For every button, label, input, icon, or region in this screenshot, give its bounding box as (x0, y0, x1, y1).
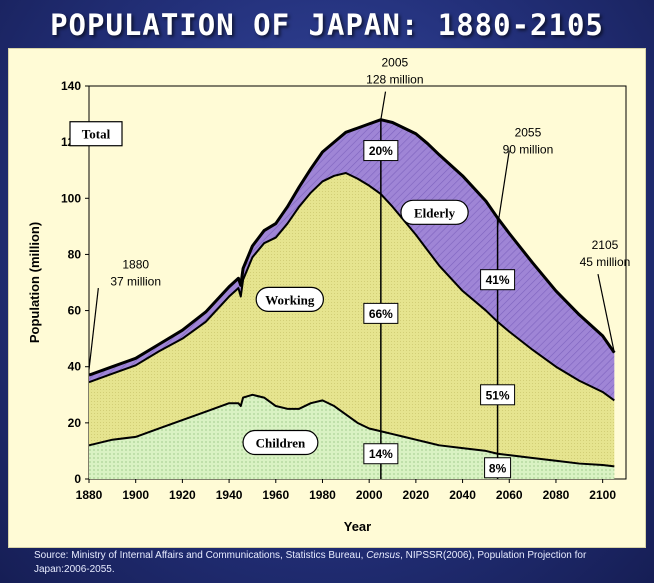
annotation-text: 37 million (110, 274, 161, 288)
x-tick-label: 2040 (449, 488, 476, 502)
source-italic: Census (366, 550, 401, 561)
series-label-children: Children (256, 436, 306, 451)
label-box-elderly (400, 199, 469, 225)
y-tick-label: 140 (61, 79, 81, 93)
x-tick-label: 1940 (216, 488, 243, 502)
percent-box (363, 302, 399, 324)
y-tick-label: 60 (68, 304, 82, 318)
x-tick-label: 1980 (309, 488, 336, 502)
x-axis-title: Year (344, 519, 371, 534)
percent-box (363, 140, 399, 162)
y-tick-label: 0 (74, 472, 81, 486)
x-tick-label: 1920 (169, 488, 196, 502)
label-box-children (242, 429, 319, 456)
percent-box (480, 269, 516, 291)
x-tick-label: 1900 (122, 488, 149, 502)
percent-label: 66% (369, 307, 393, 321)
y-tick-label: 80 (68, 247, 82, 261)
chart-panel: 0204060801001201401880190019201940196019… (8, 48, 646, 548)
annotation-leader-line (88, 288, 99, 370)
series-label-working: Working (265, 292, 315, 307)
x-tick-label: 2000 (356, 488, 383, 502)
y-axis-title: Population (million) (27, 222, 42, 343)
annotation-text: 128 million (366, 72, 423, 86)
y-tick-label: 20 (68, 416, 82, 430)
x-tick-label: 2060 (496, 488, 523, 502)
slide-title: POPULATION OF JAPAN: 1880-2105 (50, 8, 604, 42)
annotation-text: 2055 (515, 126, 542, 140)
source-prefix: Source: Ministry of Internal Affairs and… (34, 550, 367, 561)
percent-label: 20% (369, 144, 393, 158)
percent-label: 14% (369, 447, 393, 461)
annotation-text: 2005 (382, 55, 409, 69)
series-label-total: Total (82, 127, 111, 142)
area-children (89, 394, 615, 479)
percent-box (484, 457, 512, 479)
annotation-leader-line (597, 273, 615, 353)
x-tick-label: 2020 (403, 488, 430, 502)
annotation-text: 90 million (503, 143, 554, 157)
x-tick-label: 1880 (76, 488, 103, 502)
annotation-text: 2105 (592, 238, 619, 252)
line-elderly-top (88, 118, 616, 377)
label-box-working (255, 286, 324, 312)
annotation-text: 1880 (122, 257, 149, 271)
line-working-top (88, 172, 615, 402)
percent-label: 41% (486, 273, 510, 287)
x-tick-label: 2100 (589, 488, 616, 502)
percent-box (480, 384, 516, 406)
label-box-total (69, 121, 123, 147)
annotation-leader-line (380, 91, 387, 120)
percent-label: 8% (489, 461, 507, 475)
source-suffix: , NIPSSR(2006), Population Projection fo… (34, 550, 587, 575)
y-tick-label: 100 (61, 191, 81, 205)
x-tick-label: 1960 (262, 488, 289, 502)
x-tick-label: 2080 (543, 488, 570, 502)
line-children-top (88, 393, 615, 468)
source-note: Source: Ministry of Internal Affairs and… (34, 549, 634, 577)
annotation-text: 45 million (580, 255, 631, 269)
series-label-elderly: Elderly (414, 205, 456, 220)
percent-box (363, 443, 399, 465)
annotation-leader-line (496, 150, 510, 227)
population-chart: 0204060801001201401880190019201940196019… (27, 55, 631, 534)
y-tick-label: 40 (68, 360, 82, 374)
percent-label: 51% (486, 388, 510, 402)
